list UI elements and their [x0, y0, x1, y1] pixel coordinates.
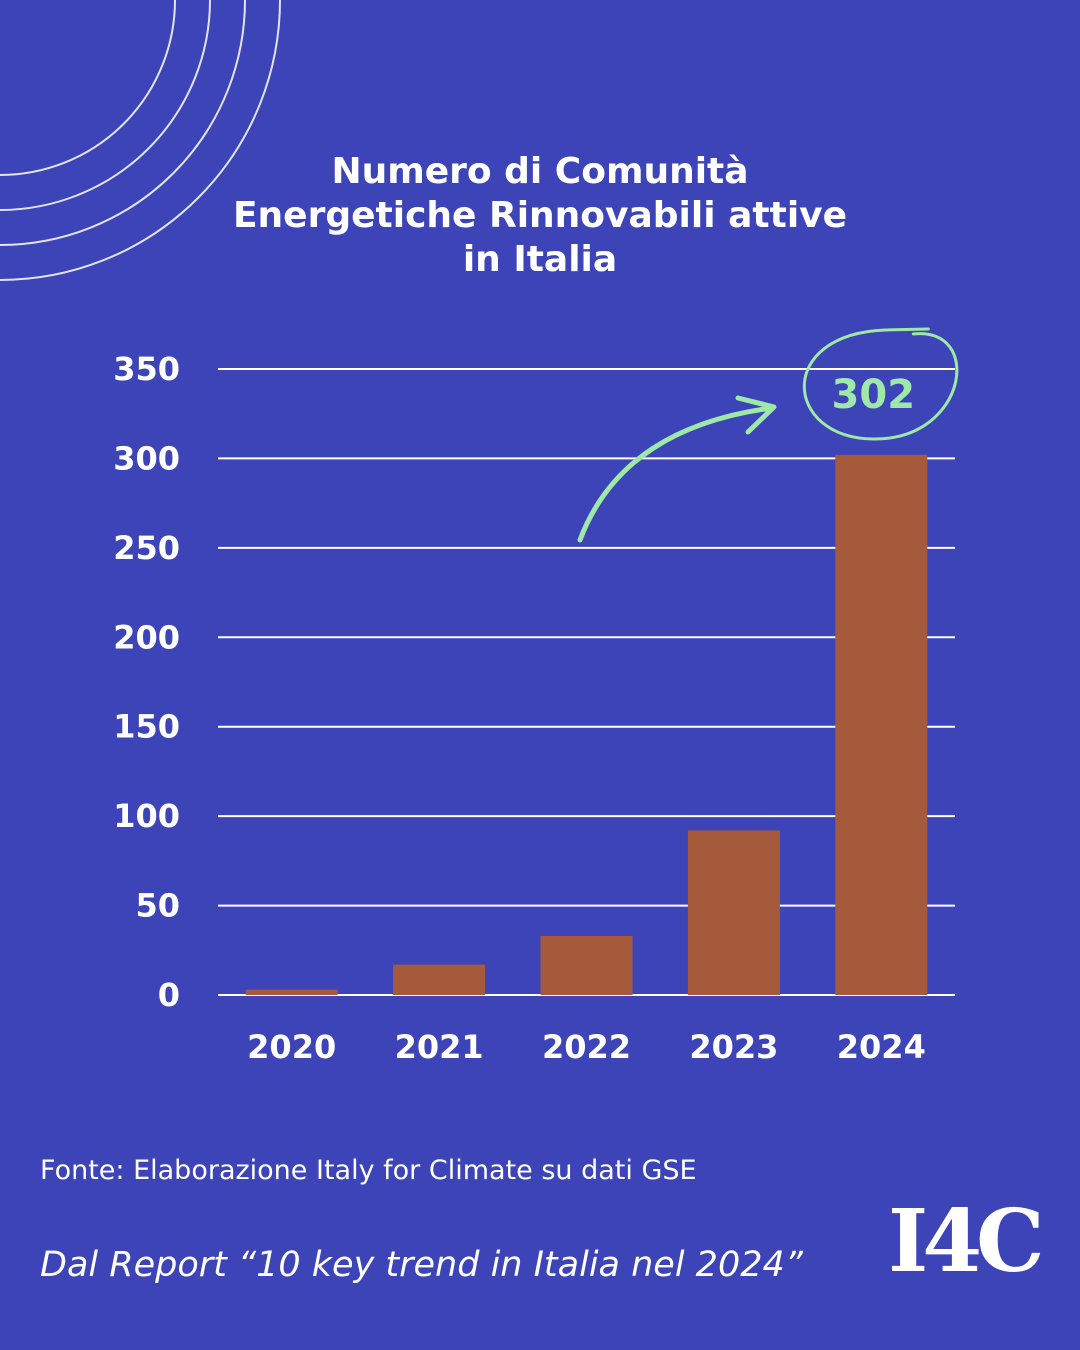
- bar: [687, 830, 780, 995]
- y-tick-label: 0: [158, 976, 180, 1014]
- y-tick-label: 150: [113, 708, 180, 746]
- i4c-logo: I4C: [888, 1191, 1044, 1292]
- callout-arrow: [577, 405, 775, 543]
- report-note: Dal Report “10 key trend in Italia nel 2…: [40, 1245, 803, 1285]
- y-tick-label: 200: [113, 618, 180, 656]
- title-line-1: Numero di Comunità: [331, 151, 749, 192]
- source-note: Fonte: Elaborazione Italy for Climate su…: [40, 1155, 697, 1186]
- bar: [393, 964, 486, 995]
- chart-title: Numero di Comunità Energetiche Rinnovabi…: [140, 150, 940, 282]
- bar: [540, 935, 633, 995]
- x-tick-label: 2022: [542, 1028, 631, 1066]
- arrow-head: [735, 395, 777, 435]
- x-tick-label: 2020: [247, 1028, 336, 1066]
- bar-chart: 0 50 100 150 200 250 300 350 2020 2021 2022 2023 20…: [113, 327, 959, 1066]
- bar: [245, 989, 338, 995]
- title-line-3: in Italia: [462, 239, 618, 280]
- y-tick-label: 50: [135, 887, 180, 925]
- callout-value: 302: [832, 372, 916, 418]
- x-tick-label: 2023: [689, 1028, 778, 1066]
- y-tick-label: 350: [113, 350, 180, 388]
- y-tick-label: 100: [113, 797, 180, 835]
- bar: [835, 454, 928, 995]
- x-tick-label: 2021: [395, 1028, 484, 1066]
- x-tick-label: 2024: [837, 1028, 926, 1066]
- highlight-ellipse: [802, 327, 959, 441]
- title-line-2: Energetiche Rinnovabili attive: [232, 195, 848, 236]
- y-tick-label: 300: [113, 439, 180, 477]
- y-tick-label: 250: [113, 529, 180, 567]
